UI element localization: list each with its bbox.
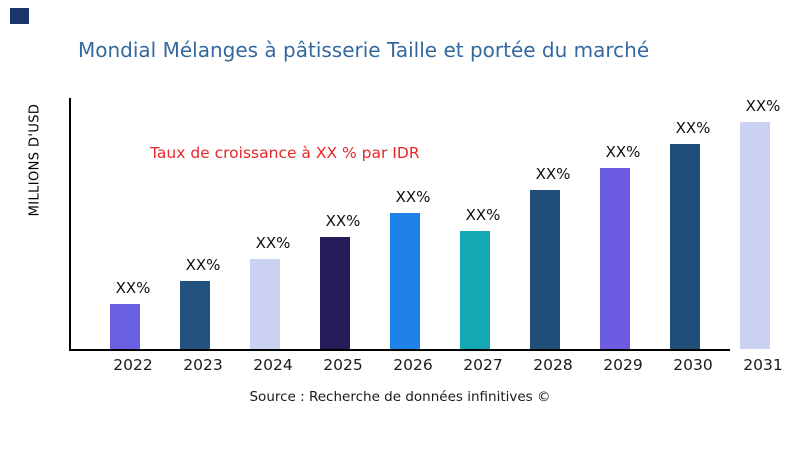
bar-2029 [600, 168, 630, 349]
x-tick-label-2023: 2023 [183, 356, 223, 374]
x-tick-label-2024: 2024 [253, 356, 293, 374]
x-tick-label-2030: 2030 [673, 356, 713, 374]
brand-logo-mark [10, 8, 29, 24]
bar-2026 [390, 213, 420, 349]
source-caption: Source : Recherche de données infinitive… [249, 389, 551, 405]
bar-value-label-2023: XX% [185, 256, 221, 274]
bar-value-label-2024: XX% [255, 234, 291, 252]
bar-2022 [110, 304, 140, 349]
bar-2023 [180, 281, 210, 349]
chart-title: Mondial Mélanges à pâtisserie Taille et … [78, 38, 650, 62]
bar-value-label-2025: XX% [325, 212, 361, 230]
bar-value-label-2028: XX% [535, 165, 571, 183]
y-axis-line [69, 98, 71, 351]
x-tick-label-2026: 2026 [393, 356, 433, 374]
bar-2025 [320, 237, 350, 349]
growth-rate-annotation: Taux de croissance à XX % par IDR [150, 144, 420, 162]
x-tick-label-2025: 2025 [323, 356, 363, 374]
x-tick-label-2028: 2028 [533, 356, 573, 374]
bar-value-label-2029: XX% [605, 143, 641, 161]
x-axis-line [69, 349, 730, 351]
bar-value-label-2031: XX% [745, 97, 781, 115]
bar-value-label-2027: XX% [465, 206, 501, 224]
x-tick-label-2031: 2031 [743, 356, 783, 374]
x-tick-label-2022: 2022 [113, 356, 153, 374]
bar-value-label-2026: XX% [395, 188, 431, 206]
bar-2028 [530, 190, 560, 349]
bar-2024 [250, 259, 280, 349]
bar-2027 [460, 231, 490, 349]
bar-2030 [670, 144, 700, 349]
x-tick-label-2027: 2027 [463, 356, 503, 374]
bar-value-label-2030: XX% [675, 119, 711, 137]
x-tick-label-2029: 2029 [603, 356, 643, 374]
bar-value-label-2022: XX% [115, 279, 151, 297]
bar-2031 [740, 122, 770, 349]
